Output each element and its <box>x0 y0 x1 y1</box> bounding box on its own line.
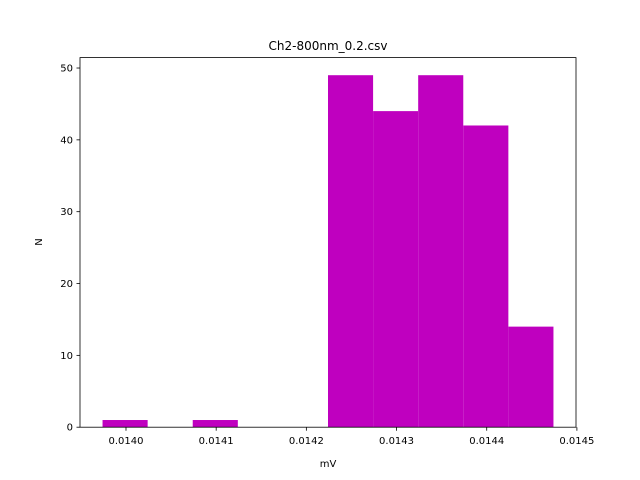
x-tick-label: 0.0141 <box>199 436 234 447</box>
bar <box>373 111 419 428</box>
y-tick-label: 20 <box>60 279 73 290</box>
y-tick-label: 50 <box>60 64 73 75</box>
bar <box>102 420 148 428</box>
x-axis-label: mV <box>320 459 337 470</box>
bar <box>463 125 509 428</box>
y-tick-label: 0 <box>67 423 73 434</box>
bar <box>418 75 464 428</box>
x-tick-label: 0.0143 <box>379 436 414 447</box>
x-tick-label: 0.0142 <box>289 436 324 447</box>
y-tick-label: 30 <box>60 207 73 218</box>
bar <box>328 75 374 428</box>
x-tick-label: 0.0140 <box>108 436 143 447</box>
x-tick-label: 0.0145 <box>559 436 594 447</box>
y-tick-label: 40 <box>60 135 73 146</box>
x-tick-label: 0.0144 <box>469 436 504 447</box>
chart-title: Ch2-800nm_0.2.csv <box>269 39 388 53</box>
y-axis-label: N <box>34 238 45 245</box>
plot-frame <box>79 57 577 428</box>
bar <box>192 420 238 428</box>
bar <box>508 326 554 428</box>
y-tick-label: 10 <box>60 351 73 362</box>
